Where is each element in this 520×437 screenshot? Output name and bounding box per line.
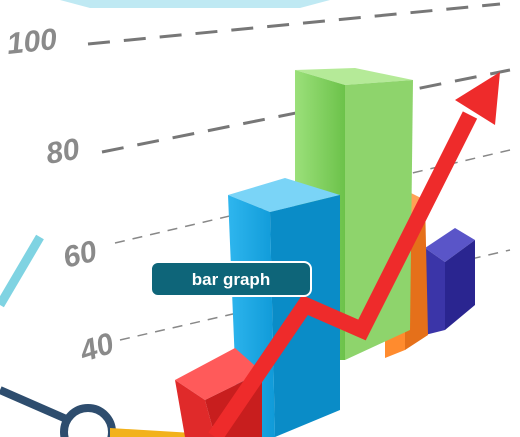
bar-top xyxy=(228,178,340,212)
scale-label: 60 xyxy=(60,235,101,275)
badge-label: bar graph xyxy=(192,270,270,289)
bar-side xyxy=(345,80,413,360)
arrow-head xyxy=(455,72,500,125)
scale-label: 100 xyxy=(5,23,59,61)
trend-arrow xyxy=(208,111,478,437)
bar-top xyxy=(295,68,413,85)
badge xyxy=(150,261,312,297)
bar-side xyxy=(445,240,475,330)
deco-line xyxy=(0,234,44,308)
bar xyxy=(175,380,215,437)
scale-label: 80 xyxy=(43,133,82,171)
guide-lines xyxy=(87,2,511,154)
deco-circle xyxy=(60,404,116,437)
top-stripe xyxy=(60,0,330,8)
bar-top xyxy=(175,348,262,400)
bar xyxy=(425,248,445,335)
scale-label: 40 xyxy=(75,327,118,369)
bar-top xyxy=(425,228,475,262)
